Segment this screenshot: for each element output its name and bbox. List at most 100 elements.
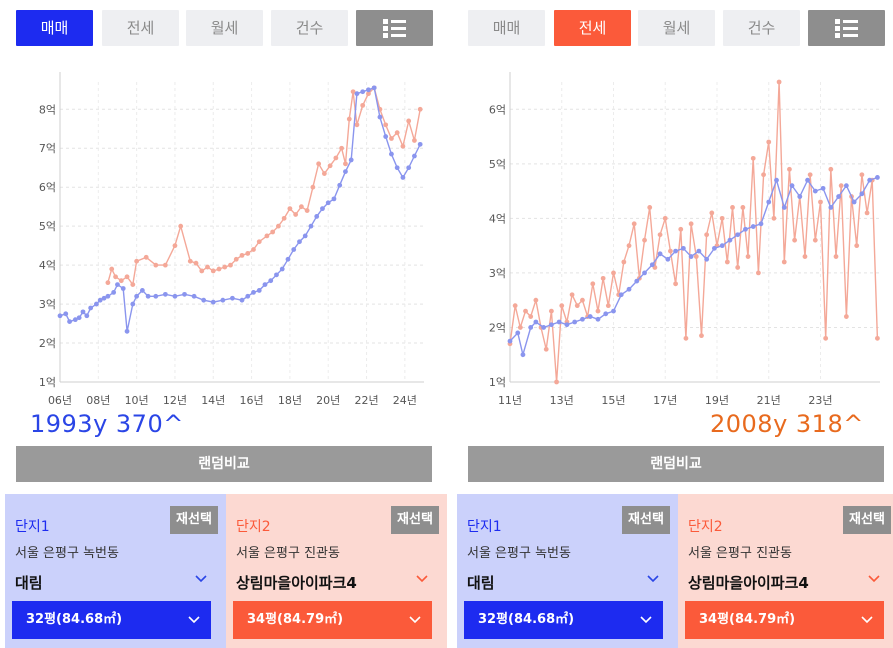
data-point[interactable] xyxy=(72,317,78,323)
data-point[interactable] xyxy=(665,256,671,262)
data-point[interactable] xyxy=(595,316,601,322)
data-point[interactable] xyxy=(724,259,730,265)
data-point[interactable] xyxy=(199,268,205,274)
data-point[interactable] xyxy=(220,297,226,303)
data-point[interactable] xyxy=(256,239,262,245)
data-point[interactable] xyxy=(115,282,120,287)
data-point[interactable] xyxy=(833,254,839,259)
data-point[interactable] xyxy=(520,352,526,358)
data-point[interactable] xyxy=(699,333,704,339)
data-point[interactable] xyxy=(228,262,233,268)
data-point[interactable] xyxy=(580,316,585,322)
data-point[interactable] xyxy=(321,171,327,176)
data-point[interactable] xyxy=(145,293,151,299)
reselect-button[interactable]: 재선택 xyxy=(843,506,891,534)
data-point[interactable] xyxy=(124,274,130,280)
data-point[interactable] xyxy=(400,143,406,149)
data-point[interactable] xyxy=(580,297,585,303)
reselect-button[interactable]: 재선택 xyxy=(622,506,670,534)
data-point[interactable] xyxy=(230,295,235,301)
data-point[interactable] xyxy=(543,346,549,352)
size-select[interactable]: 34평(84.79㎡) xyxy=(233,601,432,639)
data-point[interactable] xyxy=(377,114,383,120)
data-point[interactable] xyxy=(366,87,371,93)
data-point[interactable] xyxy=(867,177,873,183)
chevron-down-icon[interactable] xyxy=(415,572,429,586)
data-point[interactable] xyxy=(572,319,578,325)
data-point[interactable] xyxy=(343,161,348,167)
data-point[interactable] xyxy=(541,325,547,330)
data-point[interactable] xyxy=(743,226,748,232)
data-point[interactable] xyxy=(807,172,813,178)
data-point[interactable] xyxy=(111,289,117,295)
tab-sale[interactable]: 매매 xyxy=(468,10,545,46)
data-point[interactable] xyxy=(101,295,107,301)
data-point[interactable] xyxy=(774,177,779,183)
data-point[interactable] xyxy=(113,274,118,280)
data-point[interactable] xyxy=(239,297,245,303)
data-point[interactable] xyxy=(97,297,103,303)
data-point[interactable] xyxy=(727,237,733,243)
data-point[interactable] xyxy=(709,210,715,216)
size-select[interactable]: 34평(84.79㎡) xyxy=(685,601,884,639)
data-point[interactable] xyxy=(276,223,281,229)
data-point[interactable] xyxy=(63,311,69,317)
data-point[interactable] xyxy=(120,286,126,291)
data-point[interactable] xyxy=(603,311,609,317)
data-point[interactable] xyxy=(805,177,810,183)
data-point[interactable] xyxy=(712,245,717,251)
data-point[interactable] xyxy=(843,183,849,189)
data-point[interactable] xyxy=(745,254,751,259)
data-point[interactable] xyxy=(564,322,570,328)
data-point[interactable] xyxy=(354,122,360,128)
data-point[interactable] xyxy=(719,243,725,249)
data-point[interactable] xyxy=(626,286,632,292)
data-point[interactable] xyxy=(327,163,333,169)
data-point[interactable] xyxy=(143,254,149,260)
data-point[interactable] xyxy=(766,199,772,205)
data-point[interactable] xyxy=(130,282,136,287)
data-point[interactable] xyxy=(205,264,210,270)
data-point[interactable] xyxy=(548,308,554,314)
data-point[interactable] xyxy=(781,205,787,210)
data-point[interactable] xyxy=(533,319,539,325)
data-point[interactable] xyxy=(750,155,756,161)
data-point[interactable] xyxy=(647,205,653,210)
data-point[interactable] xyxy=(88,305,94,311)
data-point[interactable] xyxy=(233,256,239,262)
data-point[interactable] xyxy=(84,313,90,319)
data-point[interactable] xyxy=(417,106,423,112)
data-point[interactable] xyxy=(605,303,611,309)
data-point[interactable] xyxy=(843,314,849,319)
data-point[interactable] xyxy=(673,248,678,254)
data-point[interactable] xyxy=(281,215,287,221)
random-compare-button[interactable]: 랜덤비교 xyxy=(468,446,884,482)
data-point[interactable] xyxy=(268,278,274,284)
data-point[interactable] xyxy=(304,208,310,213)
data-point[interactable] xyxy=(642,237,647,243)
data-point[interactable] xyxy=(631,221,637,227)
list-view-button[interactable] xyxy=(356,10,433,46)
data-point[interactable] xyxy=(735,265,741,270)
data-point[interactable] xyxy=(262,282,268,287)
data-point[interactable] xyxy=(172,243,178,249)
data-point[interactable] xyxy=(279,266,285,272)
data-point[interactable] xyxy=(761,172,766,178)
data-point[interactable] xyxy=(412,138,417,143)
data-point[interactable] xyxy=(80,309,86,315)
data-point[interactable] xyxy=(836,194,842,199)
list-view-button[interactable] xyxy=(808,10,885,46)
data-point[interactable] xyxy=(523,308,528,314)
data-point[interactable] xyxy=(851,199,857,205)
data-point[interactable] xyxy=(595,308,601,314)
data-point[interactable] xyxy=(818,199,823,205)
data-point[interactable] xyxy=(838,183,844,189)
data-point[interactable] xyxy=(314,214,320,219)
data-point[interactable] xyxy=(854,243,860,249)
data-point[interactable] xyxy=(528,314,534,319)
data-point[interactable] xyxy=(680,245,686,251)
data-point[interactable] xyxy=(642,270,647,276)
data-point[interactable] xyxy=(134,293,140,299)
data-point[interactable] xyxy=(574,303,580,309)
data-point[interactable] xyxy=(297,239,302,245)
